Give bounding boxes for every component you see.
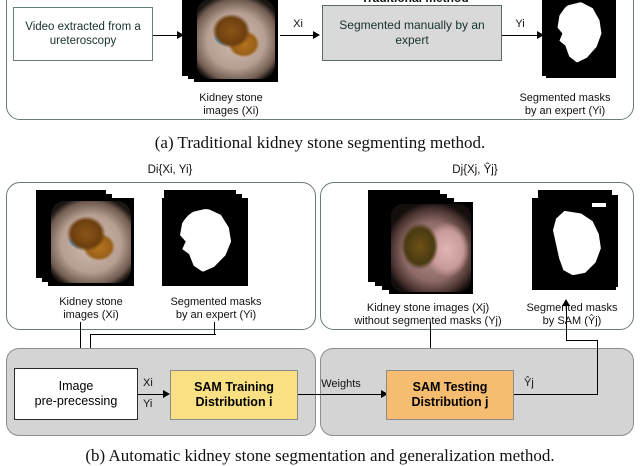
caption-line-1: Segmented masks — [519, 92, 611, 104]
caption-panel-b: (b) Automatic kidney stone segmentation … — [85, 446, 555, 465]
arrow-label-yi-a: Yi — [515, 18, 525, 30]
sam-masks-caption-b-right: Segmented masks by SAM (Ŷj) — [512, 302, 632, 328]
segmented-masks-caption-b-left: Segmented masks by an expert (Yi) — [148, 296, 284, 322]
caption-line-1: Kidney stone images (Xj) — [366, 302, 490, 314]
manual-segmentation-box: Segmented manually by an expert — [322, 5, 502, 61]
mid-label-yi: Yi — [143, 398, 153, 410]
video-source-box: Video extracted from a ureteroscopy — [13, 7, 153, 61]
caption-line-1: Kidney stone — [199, 92, 263, 104]
kidney-stone-image-stack-b-right — [368, 190, 488, 300]
mid-label-xi: Xi — [143, 377, 153, 389]
segmented-mask-stack-b-left — [150, 190, 270, 290]
caption-line-2: without segmented masks (Yj) — [354, 315, 502, 328]
weights-label: Weights — [321, 378, 361, 390]
sam-training-label-line-1: SAM Training — [194, 379, 274, 394]
sam-training-label-line-2: Distribution i — [195, 395, 273, 409]
testing-output-label-yjhat: Ŷj — [524, 377, 534, 389]
mask-sheet-front — [532, 198, 616, 290]
arrow-head-method-to-masks — [537, 31, 544, 39]
caption-line-1: Kidney stone — [59, 296, 123, 308]
endoscopic-image-b-right — [391, 204, 471, 292]
sam-testing-label-line-2: Distribution j — [411, 395, 489, 409]
segmented-masks-caption-a: Segmented masks by an expert (Yi) — [500, 92, 630, 118]
mask-speck — [592, 202, 606, 208]
image-preprocessing-box: Image pre-precessing — [14, 368, 138, 420]
kidney-stone-image-stack-b-left — [36, 190, 146, 290]
stack-sheet-front-frame — [389, 202, 473, 294]
caption-line-2: by an expert (Yi) — [524, 105, 606, 118]
endoscopic-image-a — [197, 0, 275, 79]
endoscopic-image-b-left — [51, 201, 131, 283]
connector-yjhat-vertical-right — [597, 340, 598, 394]
caption-line-2: by SAM (Ŷj) — [542, 315, 602, 328]
mask-sheet-front — [542, 0, 616, 76]
sam-testing-label-line-1: SAM Testing — [412, 379, 488, 394]
connector-yjhat-top — [566, 340, 598, 341]
preprocessing-label-line-2: pre-precessing — [34, 394, 118, 408]
stack-sheet-front-frame — [194, 0, 278, 82]
arrow-label-xi-a: Xi — [293, 18, 303, 30]
connector-yi-down-from-masks — [214, 322, 215, 334]
connector-video-to-images — [153, 35, 179, 36]
caption-line-1: Segmented masks — [526, 302, 618, 314]
traditional-method-header: Traditional method — [325, 0, 505, 5]
kidney-stone-images-caption-b-left: Kidney stone images (Xi) — [30, 296, 152, 322]
caption-panel-a: (a) Traditional kidney stone segmenting … — [154, 133, 486, 152]
arrow-head-yjhat-up — [562, 299, 570, 306]
sam-training-box: SAM Training Distribution i — [170, 370, 298, 420]
connector-yjhat-horizontal — [514, 394, 598, 395]
kidney-stone-image-stack-a — [182, 0, 280, 90]
stack-sheet-front-frame — [48, 198, 134, 286]
caption-line-2: by an expert (Yi) — [175, 309, 257, 322]
kidney-stone-images-caption-a: Kidney stone images (Xi) — [176, 92, 286, 118]
connector-yi-horizontal — [90, 334, 216, 335]
distribution-j-label: Dj{Xj, Ŷj} — [452, 164, 498, 176]
connector-yjhat-up — [566, 305, 567, 341]
sam-mask-stack-b-right — [524, 190, 634, 300]
arrow-head-preprocess-to-training — [163, 390, 170, 398]
arrow-head-weights — [381, 390, 388, 398]
connector-method-to-masks — [502, 35, 540, 36]
manual-segmentation-label: Segmented manually by an expert — [339, 18, 485, 47]
segmented-mask-stack-a — [498, 0, 618, 92]
arrow-head-images-to-method — [313, 31, 320, 39]
video-source-label: Video extracted from a ureteroscopy — [25, 20, 141, 47]
connector-xi-down — [80, 322, 81, 364]
arrow-head-video-to-images — [177, 31, 184, 39]
connector-images-to-method — [280, 35, 316, 36]
mask-sheet-front — [162, 198, 248, 286]
caption-line-1: Segmented masks — [170, 296, 262, 308]
kidney-stone-images-caption-b-right: Kidney stone images (Xj) without segment… — [340, 302, 516, 328]
distribution-i-label: Di{Xi, Yi} — [147, 164, 193, 176]
connector-weights — [298, 394, 384, 395]
caption-line-2: images (Xi) — [203, 105, 259, 118]
preprocessing-label-line-1: Image — [58, 378, 94, 393]
sam-testing-box: SAM Testing Distribution j — [386, 370, 514, 420]
connector-preprocess-to-training — [138, 394, 166, 395]
caption-line-2: images (Xi) — [63, 309, 119, 322]
